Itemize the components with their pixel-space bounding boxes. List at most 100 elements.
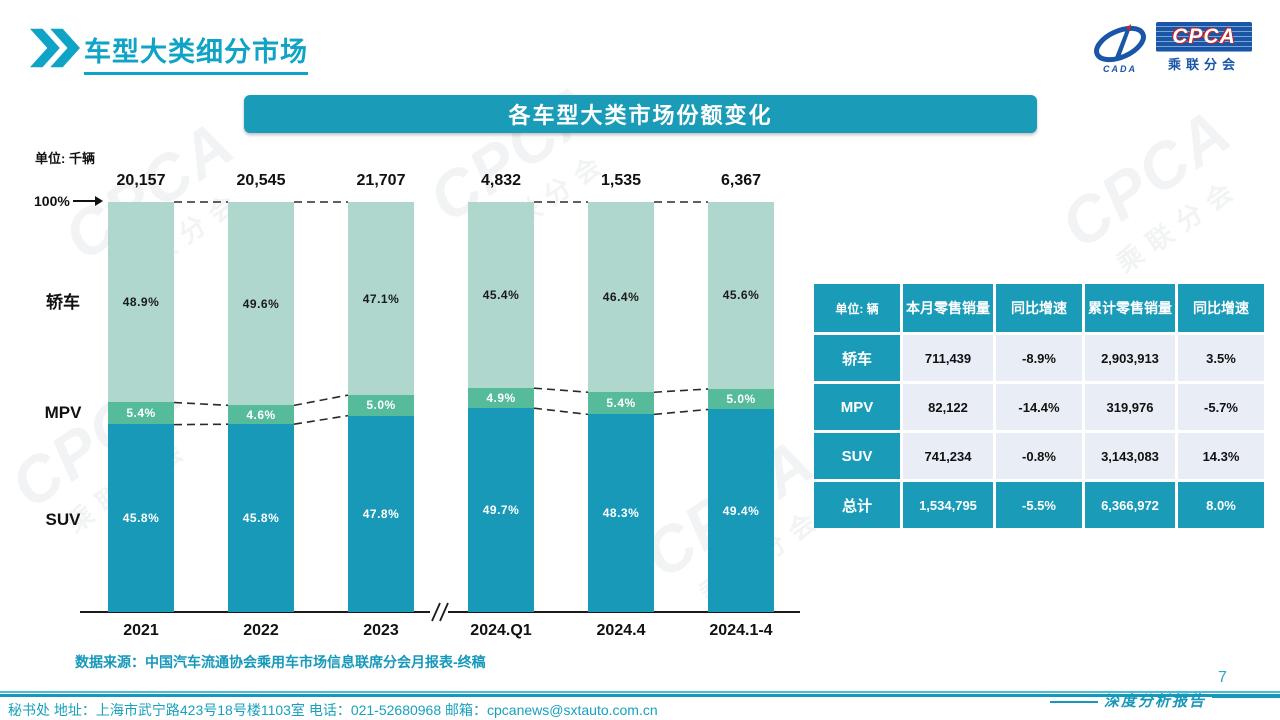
table-cell: -0.8% bbox=[996, 433, 1082, 479]
table-cell: 319,976 bbox=[1085, 384, 1175, 430]
bar-segment-MPV: 5.4% bbox=[588, 392, 654, 415]
table-cell: -8.9% bbox=[996, 335, 1082, 381]
bar-segment-轿车: 47.1% bbox=[348, 202, 414, 396]
bar-segment-轿车: 45.4% bbox=[468, 202, 534, 389]
stacked-bar: 49.6% 4.6% 45.8% bbox=[228, 202, 294, 612]
bar-total-label: 1,535 bbox=[600, 172, 642, 189]
cpca-swoosh-icon: CADA bbox=[1094, 24, 1146, 74]
sales-table: 单位: 辆本月零售销量 同比增速 累计零售销量 同比增速 轿车 711,439 -8.9% 2… bbox=[814, 284, 1264, 528]
chart-banner-title: 各车型大类市场份额变化 bbox=[244, 95, 1037, 133]
cpca-wordmark: CPCA bbox=[1156, 22, 1252, 52]
bar-segment-SUV: 45.8% bbox=[228, 424, 294, 612]
table-cell: -14.4% bbox=[996, 384, 1082, 430]
segment-percent-label: 5.0% bbox=[366, 398, 396, 413]
bar-segment-SUV: 49.4% bbox=[708, 409, 774, 612]
table-row-label: SUV bbox=[814, 433, 900, 479]
table-cell: 2,903,913 bbox=[1085, 335, 1175, 381]
cpca-subtitle: 乘联分会 bbox=[1167, 57, 1240, 72]
segment-percent-label: 5.4% bbox=[126, 406, 156, 421]
series-label-sedan: 轿车 bbox=[46, 293, 80, 312]
bar-segment-MPV: 4.9% bbox=[468, 388, 534, 409]
series-label-suv: SUV bbox=[45, 510, 81, 529]
table-row-label: MPV bbox=[814, 384, 900, 430]
segment-percent-label: 47.1% bbox=[362, 291, 400, 306]
segment-percent-label: 48.9% bbox=[122, 295, 160, 310]
svg-text:CADA: CADA bbox=[1103, 64, 1137, 74]
segment-percent-label: 47.8% bbox=[362, 506, 400, 521]
table-header-cell: 本月零售销量 bbox=[903, 284, 993, 332]
bar-segment-SUV: 48.3% bbox=[588, 414, 654, 612]
table-cell: 6,366,972 bbox=[1085, 482, 1175, 528]
table-row-label: 轿车 bbox=[814, 335, 900, 381]
stacked-bar: 45.6% 5.0% 49.4% bbox=[708, 202, 774, 612]
table-header-cell: 同比增速 bbox=[996, 284, 1082, 332]
x-axis-label: 2024.1-4 bbox=[709, 622, 773, 639]
table-cell: -5.5% bbox=[996, 482, 1082, 528]
right-arrow-icon bbox=[72, 196, 103, 206]
table-cell: 14.3% bbox=[1178, 433, 1264, 479]
hundred-percent-marker: 100% bbox=[34, 193, 103, 209]
bar-total-label: 4,832 bbox=[480, 172, 522, 189]
segment-percent-label: 49.4% bbox=[722, 503, 760, 518]
stacked-bar: 45.4% 4.9% 49.7% bbox=[468, 202, 534, 612]
x-axis-label: 2024.Q1 bbox=[470, 622, 532, 639]
segment-percent-label: 48.3% bbox=[602, 506, 640, 521]
table-cell: -5.7% bbox=[1178, 384, 1264, 430]
bar-segment-MPV: 5.4% bbox=[108, 402, 174, 425]
segment-percent-label: 45.4% bbox=[482, 288, 520, 303]
segment-percent-label: 45.8% bbox=[122, 511, 160, 526]
series-label-mpv: MPV bbox=[44, 403, 82, 422]
segment-percent-label: 5.4% bbox=[606, 396, 636, 411]
segment-percent-label: 49.7% bbox=[482, 503, 520, 518]
table-header-cell: 累计零售销量 bbox=[1085, 284, 1175, 332]
bar-total-label: 20,157 bbox=[116, 172, 166, 189]
table-cell: 711,439 bbox=[903, 335, 993, 381]
bar-segment-SUV: 49.7% bbox=[468, 408, 534, 612]
bar-segment-SUV: 47.8% bbox=[348, 415, 414, 612]
segment-percent-label: 45.6% bbox=[722, 288, 760, 303]
table-cell: 82,122 bbox=[903, 384, 993, 430]
table-cell: 741,234 bbox=[903, 433, 993, 479]
segment-percent-label: 46.4% bbox=[602, 290, 640, 305]
table-row-label: 总计 bbox=[814, 482, 900, 528]
chart-unit-label: 单位: 千辆 bbox=[35, 151, 95, 166]
footer-contact-info: 秘书处 地址：上海市武宁路423号18号楼1103室 电话：021-526809… bbox=[8, 702, 658, 718]
bar-segment-轿车: 49.6% bbox=[228, 202, 294, 406]
table-cell: 3,143,083 bbox=[1085, 433, 1175, 479]
x-axis-label: 2023 bbox=[363, 622, 399, 639]
report-tag-line-right bbox=[1212, 696, 1280, 698]
x-axis-label: 2021 bbox=[123, 622, 159, 639]
report-tag: 深度分析报告 bbox=[1104, 692, 1207, 710]
table-cell: 1,534,795 bbox=[903, 482, 993, 528]
bar-segment-MPV: 4.6% bbox=[228, 405, 294, 425]
table-cell: 8.0% bbox=[1178, 482, 1264, 528]
table-cell: 3.5% bbox=[1178, 335, 1264, 381]
stacked-bar-chart: 20,157 48.9% 5.4% 45.8% 2021 20,545 49.6% 4.6% 4… bbox=[80, 170, 800, 650]
bar-total-label: 6,367 bbox=[720, 172, 762, 189]
bar-segment-轿车: 45.6% bbox=[708, 202, 774, 389]
page-number: 7 bbox=[1218, 669, 1227, 686]
stacked-bar: 48.9% 5.4% 45.8% bbox=[108, 202, 174, 612]
segment-percent-label: 4.9% bbox=[486, 391, 516, 406]
segment-percent-label: 5.0% bbox=[726, 392, 756, 407]
segment-percent-label: 49.6% bbox=[242, 296, 280, 311]
x-axis-label: 2024.4 bbox=[596, 622, 646, 639]
cpca-logo: CADA CPCA 乘联分会 bbox=[1090, 22, 1252, 76]
bar-segment-MPV: 5.0% bbox=[708, 388, 774, 410]
bar-total-label: 20,545 bbox=[236, 172, 286, 189]
bar-total-label: 21,707 bbox=[356, 172, 406, 189]
data-source-note: 数据来源：中国汽车流通协会乘用车市场信息联席分会月报表-终稿 bbox=[75, 654, 486, 670]
footer-divider bbox=[0, 694, 1280, 697]
stacked-bar: 47.1% 5.0% 47.8% bbox=[348, 202, 414, 612]
table-header-cell: 同比增速 bbox=[1178, 284, 1264, 332]
bar-segment-轿车: 48.9% bbox=[108, 202, 174, 403]
bar-segment-MPV: 5.0% bbox=[348, 395, 414, 416]
stacked-bar: 46.4% 5.4% 48.3% bbox=[588, 202, 654, 612]
segment-percent-label: 4.6% bbox=[246, 407, 276, 422]
bar-segment-轿车: 46.4% bbox=[588, 202, 654, 393]
bar-segment-SUV: 45.8% bbox=[108, 424, 174, 612]
page-title: 车型大类细分市场 bbox=[84, 30, 308, 75]
report-tag-line-left bbox=[1050, 701, 1098, 703]
footer-divider-light bbox=[0, 691, 1280, 693]
